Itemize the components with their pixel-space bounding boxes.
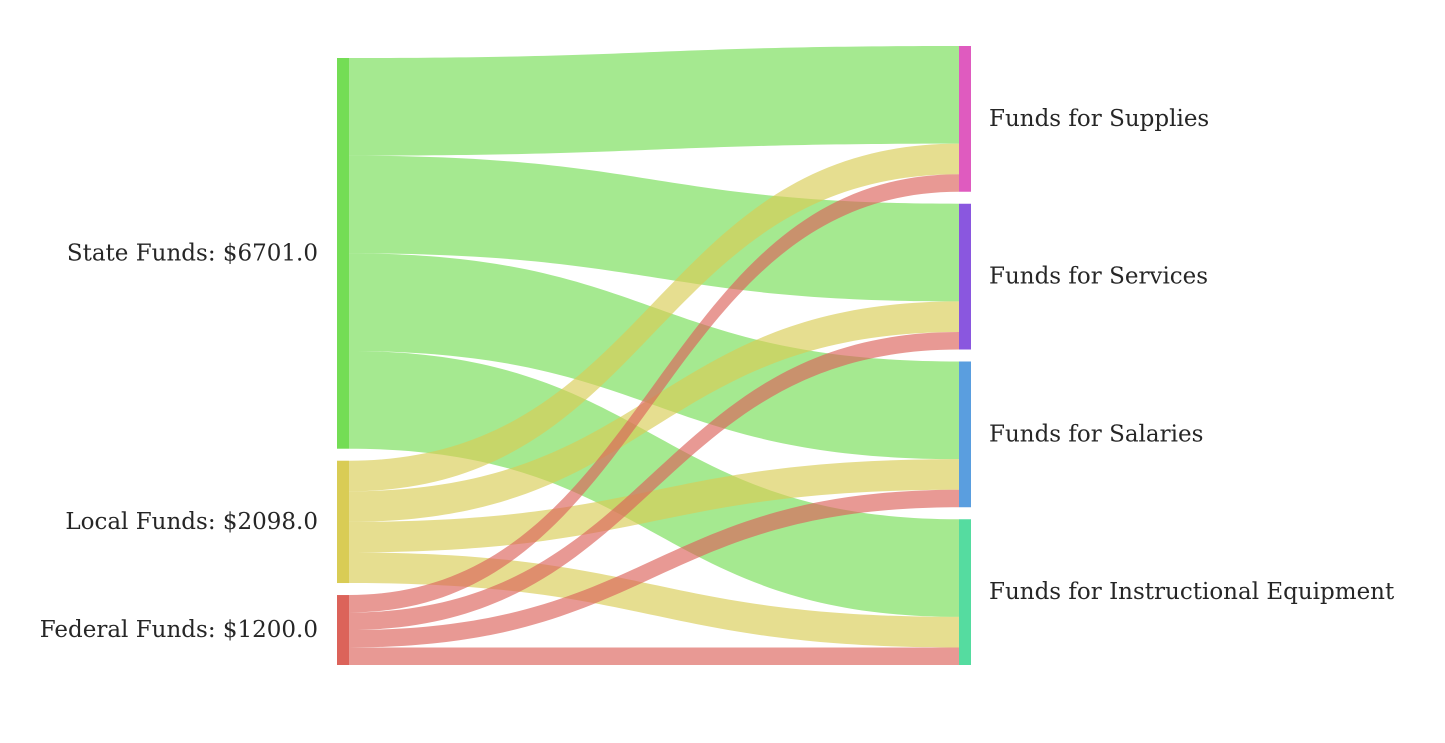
node-funds-for-instructional-equipment (959, 519, 971, 665)
node-funds-for-salaries (959, 361, 971, 508)
flow-state-funds-to-funds-for-supplies (349, 46, 959, 156)
flow-local-funds-to-funds-for-instructional-equipment (349, 552, 959, 648)
flow-local-funds-to-funds-for-services (349, 301, 959, 522)
label-state-funds: State Funds: $6701.0 (67, 240, 318, 266)
node-local-funds (337, 460, 349, 584)
flow-state-funds-to-funds-for-salaries (349, 253, 959, 460)
node-federal-funds (337, 595, 349, 665)
node-state-funds (337, 58, 349, 449)
label-funds-for-supplies: Funds for Supplies (989, 106, 1209, 132)
flow-federal-funds-to-funds-for-instructional-equipment (349, 647, 959, 665)
flow-local-funds-to-funds-for-supplies (349, 143, 959, 492)
node-funds-for-supplies (959, 46, 971, 192)
flow-local-funds-to-funds-for-salaries (349, 459, 959, 553)
label-funds-for-salaries: Funds for Salaries (989, 421, 1203, 447)
nodes-layer (337, 46, 971, 665)
node-funds-for-services (959, 203, 971, 350)
flow-state-funds-to-funds-for-services (349, 155, 959, 302)
label-funds-for-services: Funds for Services (989, 264, 1208, 290)
flow-federal-funds-to-funds-for-supplies (349, 174, 959, 613)
labels-layer: State Funds: $6701.0 Local Funds: $2098.0… (40, 106, 1395, 643)
label-local-funds: Local Funds: $2098.0 (65, 509, 318, 535)
flow-federal-funds-to-funds-for-salaries (349, 489, 959, 648)
flows-layer (349, 46, 959, 665)
flow-federal-funds-to-funds-for-services (349, 332, 959, 631)
label-federal-funds: Federal Funds: $1200.0 (40, 617, 318, 643)
label-funds-for-instructional-equipment: Funds for Instructional Equipment (989, 579, 1395, 605)
